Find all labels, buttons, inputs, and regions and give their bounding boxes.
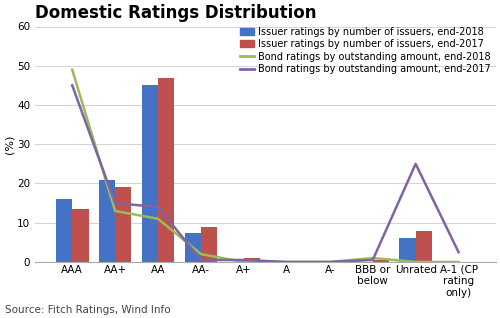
Text: Source: Fitch Ratings, Wind Info: Source: Fitch Ratings, Wind Info xyxy=(5,305,170,315)
Bar xyxy=(416,231,432,262)
Text: Domestic Ratings Distribution: Domestic Ratings Distribution xyxy=(35,4,316,22)
Bar xyxy=(72,209,88,262)
Bar xyxy=(372,260,389,262)
Bar xyxy=(99,180,115,262)
Bar xyxy=(115,187,132,262)
Bar xyxy=(400,238,415,262)
Bar xyxy=(142,85,158,262)
Bar xyxy=(158,78,174,262)
Y-axis label: (%): (%) xyxy=(4,135,14,154)
Bar xyxy=(184,232,201,262)
Bar xyxy=(244,258,260,262)
Bar xyxy=(56,199,72,262)
Bar xyxy=(201,227,218,262)
Legend: Issuer ratings by number of issuers, end-2018, Issuer ratings by number of issue: Issuer ratings by number of issuers, end… xyxy=(240,27,491,74)
